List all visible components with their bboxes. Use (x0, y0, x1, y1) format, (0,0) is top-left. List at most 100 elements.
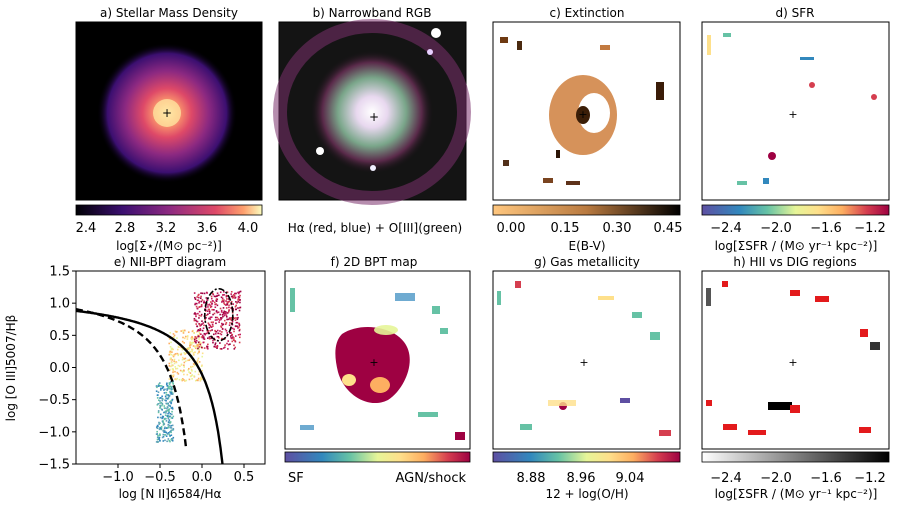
bpt-point (202, 341, 205, 344)
bpt-point (197, 346, 199, 349)
bpt-point (171, 375, 173, 377)
bpt-point (167, 424, 170, 426)
bpt-point (194, 370, 197, 373)
bpt-point (171, 398, 174, 401)
bpt-point (208, 310, 211, 313)
bpt-point (198, 329, 201, 332)
bpt-y-tick-label: 1.5 (49, 265, 70, 280)
bpt-point (157, 410, 160, 412)
bpt-point (178, 346, 180, 348)
bpt-point (162, 422, 165, 424)
bpt-point (200, 305, 203, 308)
bpt-point (170, 347, 173, 350)
bpt-point (162, 416, 165, 418)
bpt-point (192, 341, 195, 344)
bpt-point (201, 336, 203, 338)
bpt-point (194, 298, 197, 300)
bpt-point (196, 330, 199, 332)
bpt-point (221, 331, 223, 333)
bpt-point (219, 332, 221, 335)
bpt-point (168, 385, 170, 388)
bpt-point (227, 298, 230, 300)
bpt-point (159, 405, 162, 408)
bpt-point (189, 341, 191, 344)
bpt-point (174, 370, 176, 373)
bpt-point (158, 438, 161, 440)
bpt-point (160, 385, 163, 387)
bpt-point (189, 375, 192, 378)
bpt-point (230, 332, 232, 334)
bpt-point (228, 309, 231, 311)
bpt-point (233, 344, 235, 347)
bpt-point (194, 337, 197, 339)
bpt-point (223, 314, 226, 317)
panel-g-title: g) Gas metallicity (534, 255, 640, 269)
bpt-point (186, 338, 189, 340)
bpt-point (192, 345, 195, 347)
bpt-point (207, 313, 209, 316)
bpt-point (164, 414, 167, 417)
bpt-point (158, 421, 160, 424)
bpt-point (214, 342, 217, 345)
bpt-point (223, 319, 226, 322)
bpt-point (238, 329, 241, 332)
panel-g-colorbar (492, 451, 681, 463)
bpt-point (170, 361, 173, 364)
bpt-point (160, 427, 162, 430)
bpt-point (227, 340, 230, 342)
bpt-point (155, 433, 158, 436)
bpt-density-contour (204, 287, 234, 342)
bpt-x-tick-label: −0.5 (144, 470, 176, 485)
bpt-point (183, 369, 185, 372)
bpt-point (200, 292, 202, 294)
bpt-point (195, 339, 198, 342)
bpt-point (157, 416, 159, 419)
bpt-point (187, 369, 190, 371)
bpt-point (191, 350, 193, 353)
bpt-point (221, 297, 224, 300)
bpt-point (226, 342, 228, 345)
bpt-x-tick-label: 0.5 (234, 470, 255, 485)
bpt-point (236, 325, 238, 328)
bpt-point (196, 343, 199, 346)
bpt-point (196, 320, 199, 323)
bpt-point (168, 424, 171, 427)
panel-d-cb-tick: −1.2 (854, 221, 886, 236)
kauffmann-curve (76, 308, 188, 448)
bpt-point (198, 301, 200, 304)
bpt-point (230, 295, 233, 298)
bpt-point (157, 383, 160, 386)
bpt-point (210, 316, 213, 318)
bpt-point (223, 302, 225, 304)
bpt-point (228, 306, 230, 309)
bpt-point (203, 332, 206, 335)
bpt-point (220, 333, 223, 336)
bpt-point (175, 331, 178, 333)
bpt-point (171, 429, 173, 431)
bpt-point (185, 347, 188, 350)
bpt-point (171, 392, 173, 395)
bpt-point (163, 418, 166, 421)
bpt-point (159, 389, 162, 391)
panel-h-cb-tick: −2.0 (760, 471, 792, 486)
bpt-point (228, 300, 231, 303)
bpt-point (198, 310, 201, 313)
bpt-point (222, 315, 224, 318)
panel-c-cb-tick: 0.15 (551, 221, 580, 236)
bpt-point (170, 429, 172, 432)
bpt-point (159, 402, 161, 404)
bpt-point (222, 347, 225, 349)
bpt-point (199, 377, 202, 379)
bpt-point (183, 358, 186, 360)
bpt-point (196, 307, 199, 310)
bpt-point (183, 361, 186, 364)
bpt-point (165, 383, 168, 386)
panel-d-cb-tick: −1.6 (810, 221, 842, 236)
bpt-point (194, 312, 196, 314)
bpt-point (227, 301, 229, 304)
panel-c-cb-label: E(B-V) (568, 239, 605, 253)
bpt-point (227, 310, 230, 313)
bpt-point (197, 335, 199, 338)
bpt-point (168, 395, 171, 398)
bpt-point (195, 323, 198, 325)
